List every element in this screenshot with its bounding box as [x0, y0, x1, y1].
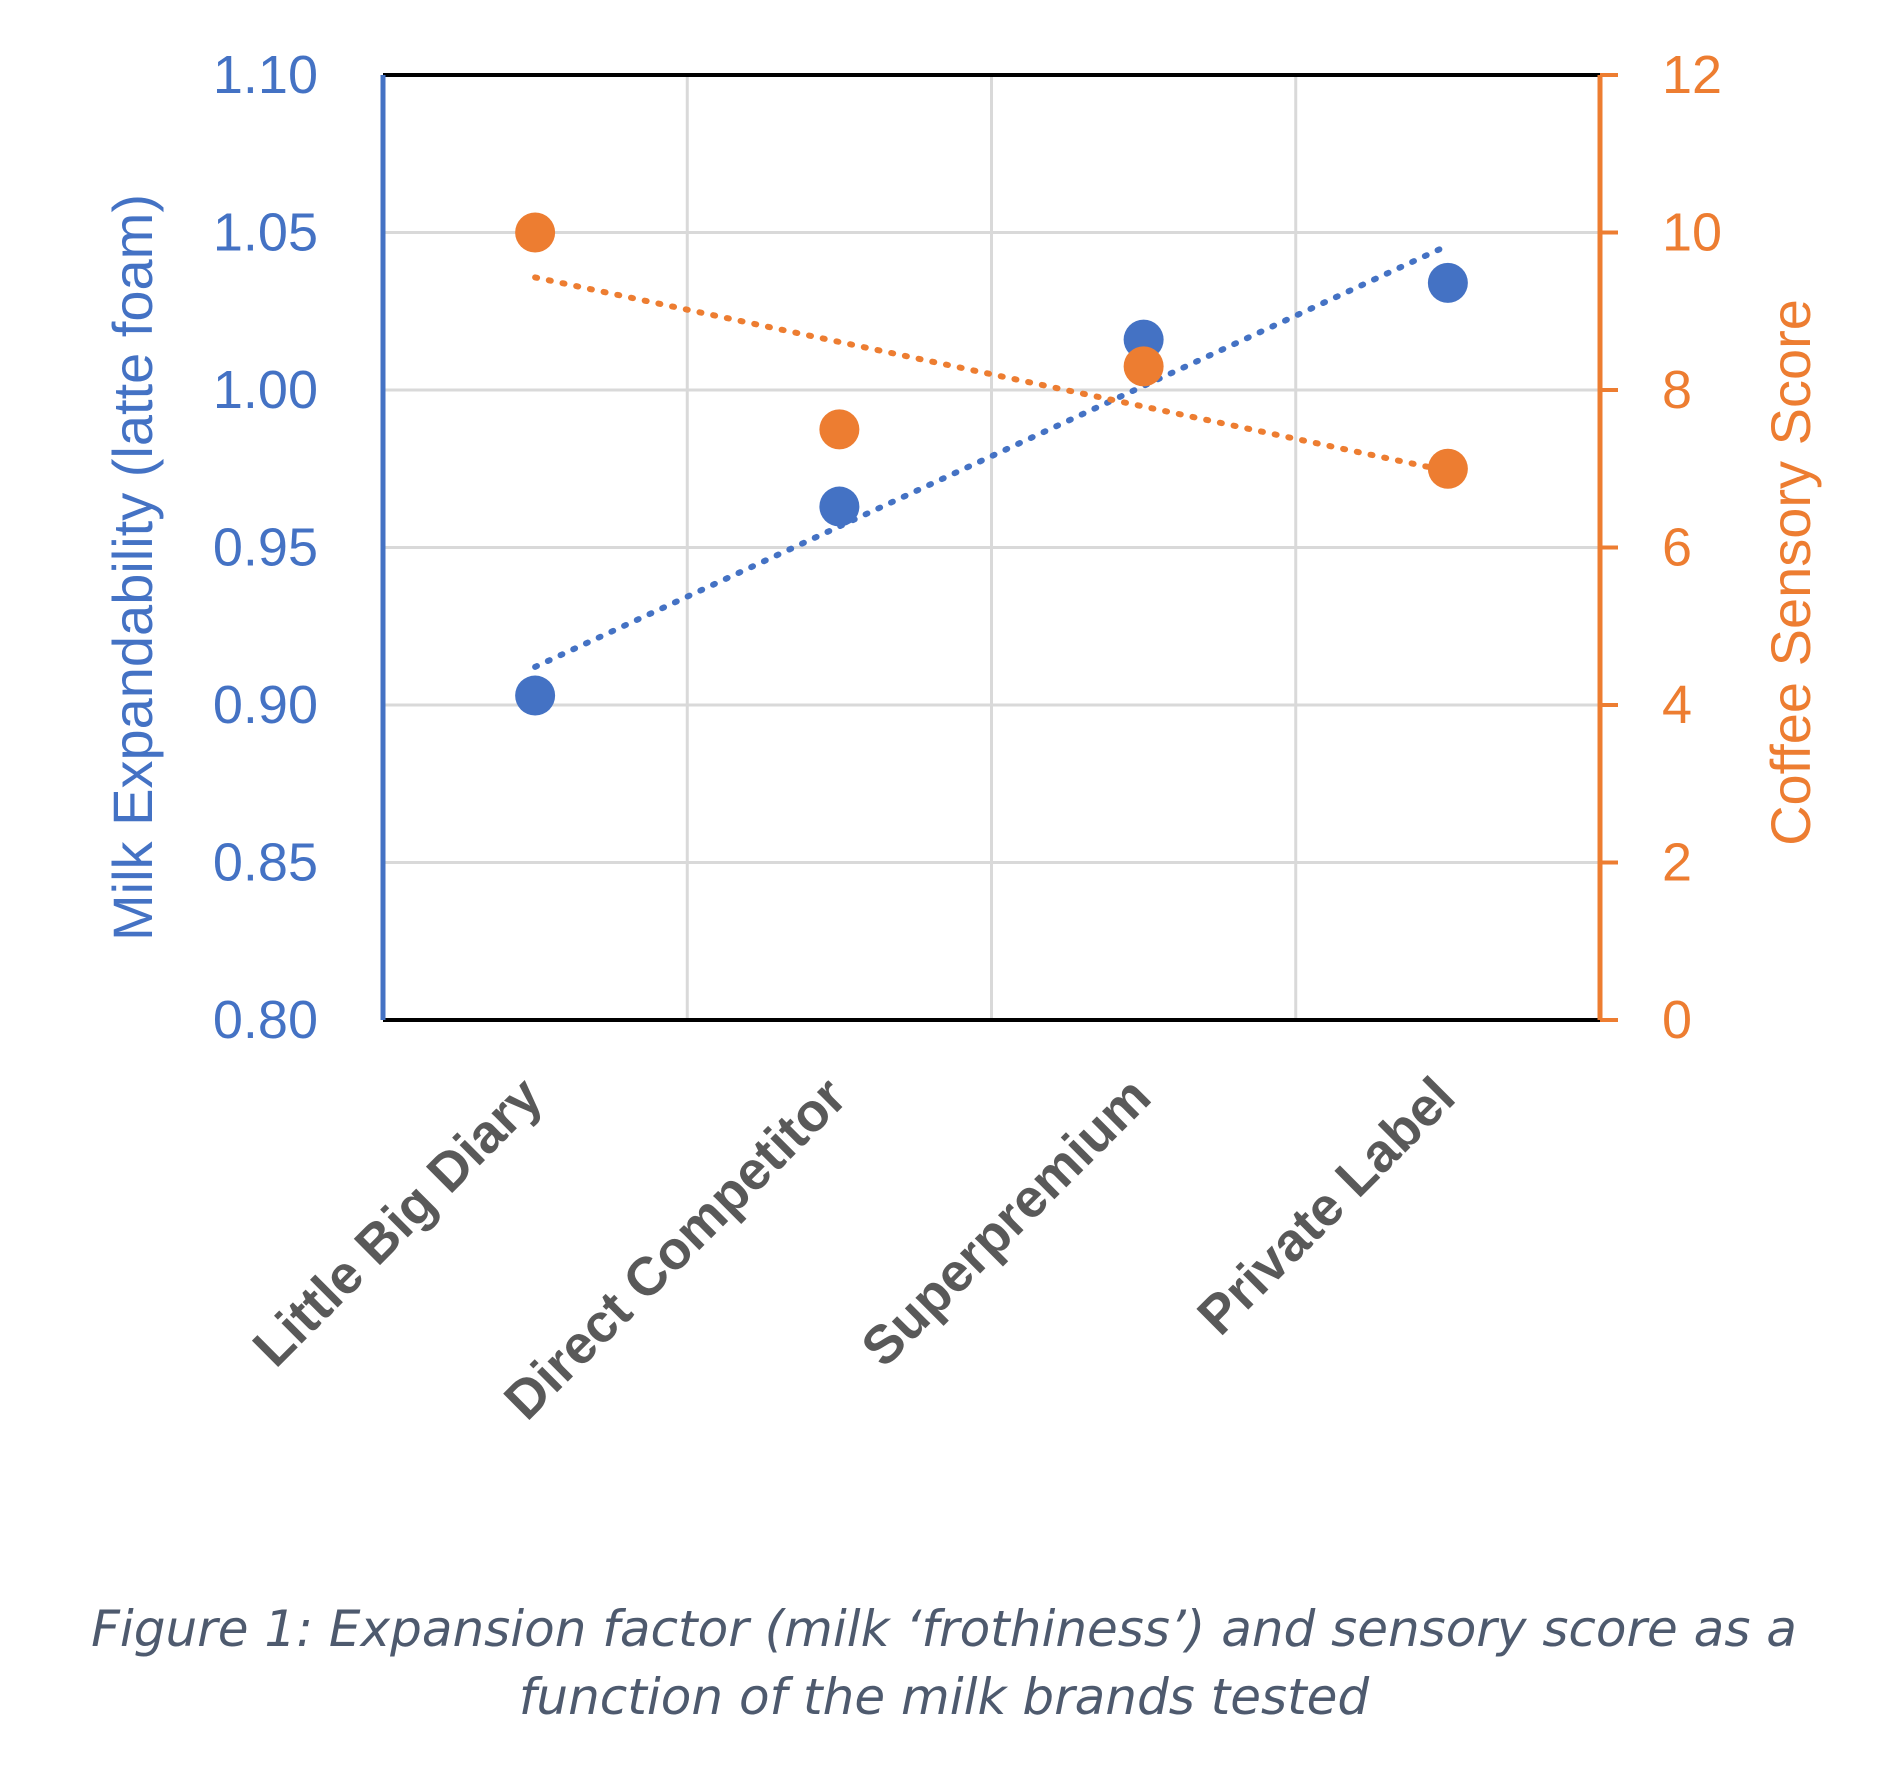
caption-line-2: function of the milk brands tested [518, 1668, 1370, 1726]
right-tick-label: 8 [1662, 360, 1692, 420]
data-point [515, 212, 556, 253]
trendlines [532, 242, 1451, 670]
data-points [515, 212, 1468, 716]
right-tick-label: 12 [1662, 45, 1722, 105]
right-axis-label: Coffee Sensory Score [1759, 299, 1822, 846]
x-tick-label: Superpremium [850, 1066, 1162, 1378]
trendline [532, 274, 1451, 475]
figure-caption: Figure 1: Expansion factor (milk ‘frothi… [0, 1595, 1888, 1731]
data-point [515, 675, 556, 716]
left-axis-label: Milk Expandability (latte foam) [101, 194, 164, 941]
left-tick-label: 0.85 [213, 833, 318, 893]
left-tick-label: 0.95 [213, 518, 318, 578]
x-tick-label: Little Big Diary [242, 1066, 554, 1378]
right-tick-label: 0 [1662, 990, 1692, 1050]
right-axis-ticks: 0 2 4 6 8 10 12 [1600, 45, 1722, 1050]
left-tick-label: 0.80 [213, 990, 318, 1050]
caption-line-1: Figure 1: Expansion factor (milk ‘frothi… [91, 1600, 1797, 1658]
left-axis-ticks: 0.80 0.85 0.90 0.95 1.00 1.05 1.10 [213, 45, 318, 1050]
x-tick-label: Direct Competitor [493, 1066, 858, 1431]
left-tick-label: 0.90 [213, 675, 318, 735]
chart: 0.80 0.85 0.90 0.95 1.00 1.05 1.10 0 2 4 6 8 10 12 L… [101, 45, 1822, 1431]
grid-lines [383, 75, 1600, 1020]
data-point [819, 409, 860, 450]
x-tick-label: Private Label [1186, 1066, 1466, 1346]
right-tick-label: 10 [1662, 203, 1722, 263]
left-tick-label: 1.10 [213, 45, 318, 105]
right-tick-label: 2 [1662, 833, 1692, 893]
data-point [1427, 262, 1468, 303]
data-point [1123, 346, 1164, 387]
left-tick-label: 1.05 [213, 203, 318, 263]
data-point [1427, 448, 1468, 489]
data-point [819, 486, 860, 527]
right-tick-label: 6 [1662, 518, 1692, 578]
left-tick-label: 1.00 [213, 360, 318, 420]
right-tick-label: 4 [1662, 675, 1692, 735]
trendline [532, 242, 1451, 670]
